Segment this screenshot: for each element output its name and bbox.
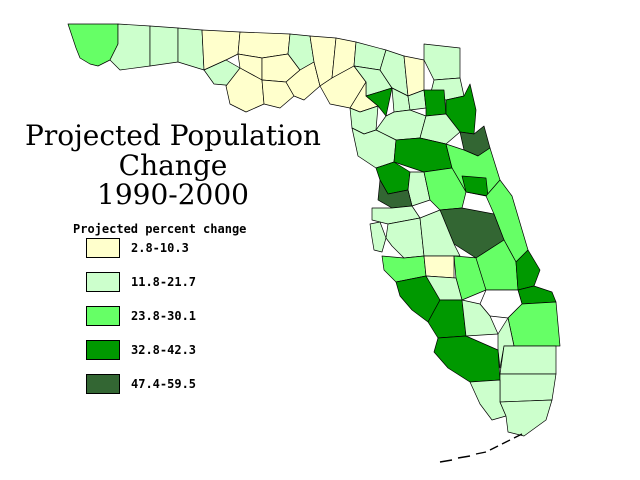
county-sumter xyxy=(407,171,431,207)
legend-label: 47.4-59.5 xyxy=(131,377,197,391)
florida-keys xyxy=(439,433,523,463)
legend-swatch xyxy=(86,340,120,360)
county-highlands xyxy=(453,255,487,301)
county-hillsborough xyxy=(385,217,425,259)
legend-swatch xyxy=(86,272,120,292)
legend-label: 2.8-10.3 xyxy=(131,241,189,255)
county-pinellas xyxy=(369,221,387,253)
county-broward xyxy=(499,373,557,403)
legend-label: 32.8-42.3 xyxy=(131,343,197,357)
county-putnam xyxy=(419,113,461,145)
county-okaloosa xyxy=(149,25,179,67)
county-indian-river xyxy=(515,249,541,291)
county-hendry xyxy=(499,345,557,375)
county-marion xyxy=(393,137,453,173)
county-hardee xyxy=(423,255,455,279)
county-jackson xyxy=(237,31,291,59)
map-title-line-1: Projected Population xyxy=(25,119,321,152)
county-dade xyxy=(499,399,553,437)
legend-swatch xyxy=(86,238,120,258)
county-holmes-washington xyxy=(201,29,241,71)
county-polk xyxy=(419,209,461,257)
legend-title: Projected percent change xyxy=(73,222,247,236)
county-glades xyxy=(461,299,499,337)
map-title-line-2: Change xyxy=(118,149,228,182)
map-title-line-3: 1990-2000 xyxy=(97,178,249,211)
legend-swatch xyxy=(86,374,120,394)
county-liberty-franklin xyxy=(261,79,295,109)
county-walton xyxy=(177,27,205,71)
county-clay xyxy=(423,89,447,117)
county-nassau xyxy=(423,43,461,81)
county-lee xyxy=(433,335,501,383)
legend-label: 11.8-21.7 xyxy=(131,275,197,289)
legend-swatch xyxy=(86,306,120,326)
county-st-lucie xyxy=(517,285,557,305)
legend-label: 23.8-30.1 xyxy=(131,309,197,323)
